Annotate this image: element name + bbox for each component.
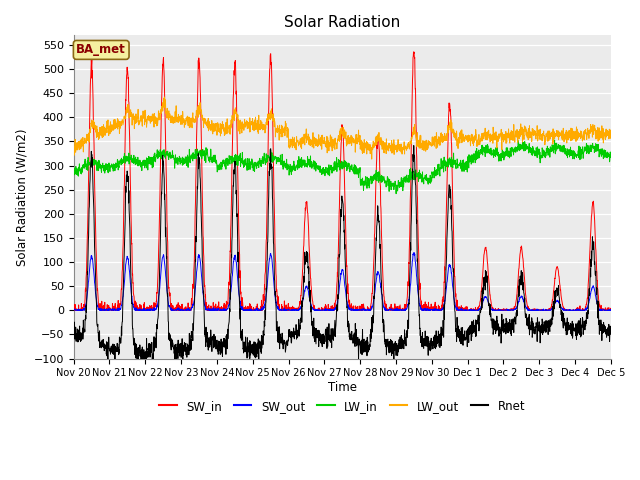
- Title: Solar Radiation: Solar Radiation: [284, 15, 401, 30]
- Y-axis label: Solar Radiation (W/m2): Solar Radiation (W/m2): [15, 128, 28, 266]
- X-axis label: Time: Time: [328, 381, 356, 394]
- Text: BA_met: BA_met: [76, 43, 126, 57]
- Legend: SW_in, SW_out, LW_in, LW_out, Rnet: SW_in, SW_out, LW_in, LW_out, Rnet: [154, 395, 531, 417]
